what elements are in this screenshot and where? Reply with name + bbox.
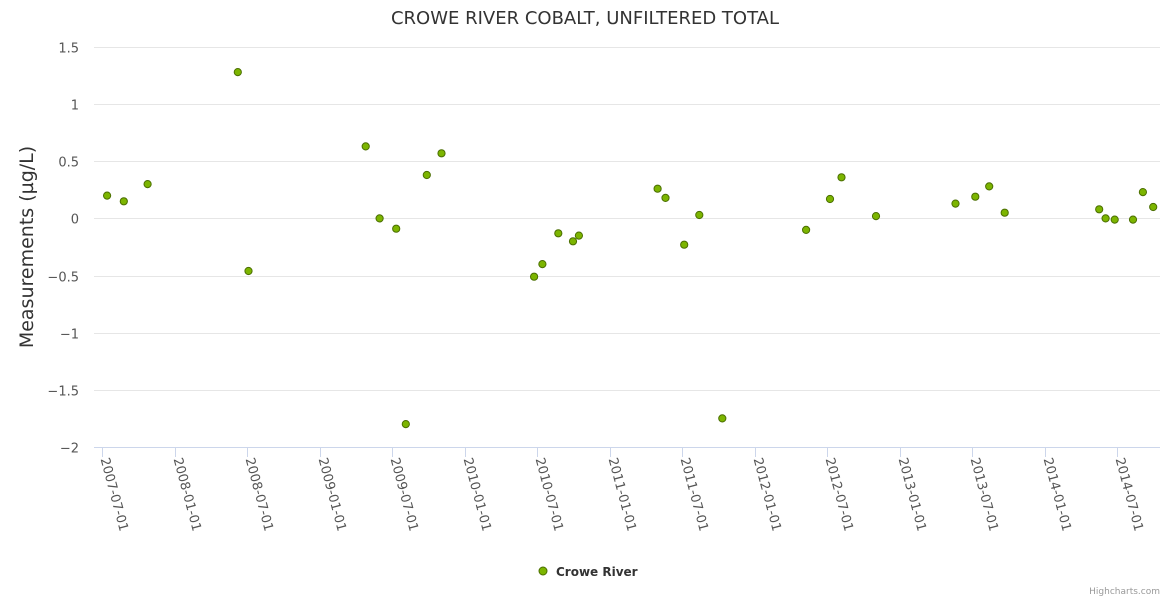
x-tick-label: 2007-07-01 [97,456,131,533]
x-tick-label: 2013-07-01 [967,456,1001,533]
data-points [103,68,1158,429]
data-point[interactable] [971,192,980,201]
legend[interactable]: Crowe River [538,565,638,579]
data-point[interactable] [653,184,662,193]
x-tick-label: 2011-07-01 [677,456,711,533]
data-point[interactable] [1000,208,1009,217]
data-point[interactable] [661,193,670,202]
y-tick-label: −2 [60,442,79,457]
data-point[interactable] [554,229,563,238]
data-point[interactable] [574,231,584,240]
data-point[interactable] [951,199,960,208]
data-point[interactable] [1101,214,1110,223]
data-point[interactable] [375,214,384,223]
y-tick-label: −1 [60,328,79,343]
x-tick-label: 2014-07-01 [1112,456,1146,533]
y-axis-label: Measurements (µg/L) [16,146,38,348]
legend-marker [538,566,548,576]
data-point[interactable] [718,414,727,423]
y-tick-label: −1.5 [47,385,79,400]
x-tick-label: 2014-01-01 [1040,456,1074,533]
data-point[interactable] [392,224,401,233]
data-point[interactable] [1095,205,1104,214]
data-point[interactable] [680,240,689,249]
credits-link[interactable]: Highcharts.com [1089,587,1160,597]
x-tick-label: 2008-01-01 [170,456,204,533]
x-tick-label: 2013-01-01 [895,456,929,533]
data-point[interactable] [361,142,370,151]
data-point[interactable] [1128,215,1138,224]
chart-title: CROWE RIVER COBALT, UNFILTERED TOTAL [391,8,779,29]
x-tick-label: 2012-07-01 [822,456,856,533]
data-point[interactable] [825,194,835,204]
x-tick-label: 2011-01-01 [605,456,639,533]
x-tick-label: 2010-01-01 [460,456,494,533]
data-point[interactable] [233,68,242,77]
data-point[interactable] [1149,202,1158,212]
data-point[interactable] [538,260,547,269]
data-point[interactable] [401,420,410,429]
data-point[interactable] [695,210,704,220]
data-point[interactable] [244,266,253,276]
x-tick-label: 2009-01-01 [315,456,349,533]
x-tick-label: 2009-07-01 [387,456,421,533]
grid-lines [94,47,1160,448]
data-point[interactable] [568,237,578,246]
data-point[interactable] [437,149,446,158]
x-tick-label: 2012-01-01 [750,456,784,533]
data-point[interactable] [837,173,846,182]
y-axis-ticks: 1.5 1 0.5 0 −0.5 −1 −1.5 −2 [47,42,79,457]
data-point[interactable] [422,170,431,180]
data-point[interactable] [871,212,881,221]
data-point[interactable] [802,225,811,234]
x-axis-ticks: 2007-07-01 2008-01-01 2008-07-01 2009-01-01… [97,447,1146,533]
data-point[interactable] [985,182,994,191]
x-tick-label: 2008-07-01 [242,456,276,533]
y-tick-label: 0.5 [58,156,79,171]
data-point[interactable] [1138,188,1148,197]
data-point[interactable] [530,272,539,281]
legend-label[interactable]: Crowe River [556,565,638,579]
x-tick-label: 2010-07-01 [532,456,566,533]
data-point[interactable] [119,197,128,206]
data-point[interactable] [103,191,112,200]
y-tick-label: −0.5 [47,271,79,286]
data-point[interactable] [1110,215,1119,224]
data-point[interactable] [143,180,152,189]
y-tick-label: 1 [71,99,79,114]
y-tick-label: 1.5 [58,42,79,57]
y-tick-label: 0 [71,213,79,228]
